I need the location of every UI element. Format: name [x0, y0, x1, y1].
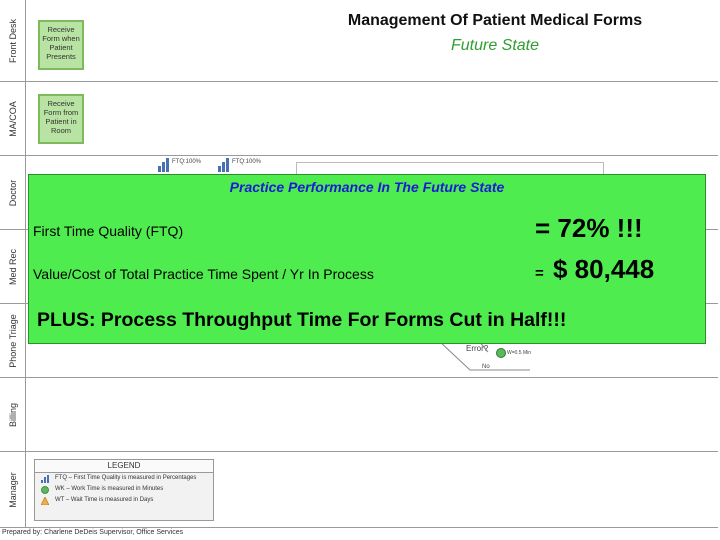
legend: LEGEND FTQ – First Time Quality is measu… — [34, 459, 214, 521]
ftq-bar-icon — [158, 158, 169, 172]
lane-phone-triage: Phone Triage — [0, 304, 718, 378]
lane-label: Doctor — [0, 156, 26, 229]
legend-title: LEGEND — [35, 460, 213, 473]
lane-label: Front Desk — [0, 0, 26, 81]
cost-equals: = — [535, 265, 544, 282]
process-box-outline — [296, 162, 604, 176]
legend-item-work-time: WK – Work Time is measured in Minutes — [35, 484, 213, 495]
page-title: Management Of Patient Medical Forms — [347, 12, 643, 29]
lane-label: Manager — [0, 452, 26, 527]
ftq-bar-icon — [218, 158, 229, 172]
work-time-icon — [41, 486, 49, 494]
legend-text: WK – Work Time is measured in Minutes — [55, 486, 164, 492]
decision-label: Error? — [466, 344, 489, 353]
cost-label: Value/Cost of Total Practice Time Spent … — [33, 266, 374, 282]
legend-item-ftq: FTQ – First Time Quality is measured in … — [35, 473, 213, 484]
lane-ma-coa: MA/COA — [0, 82, 718, 156]
ftq-label: First Time Quality (FTQ) — [33, 223, 184, 239]
process-box-receive-form-room: Receive Form from Patient in Room — [38, 94, 84, 144]
cost-value: $ 80,448 — [553, 254, 655, 284]
prepared-by-footer: Prepared by: Charlene DeDeis Supervisor,… — [2, 529, 184, 536]
legend-text: FTQ – First Time Quality is measured in … — [55, 475, 197, 481]
legend-text: WT – Wait Time is measured in Days — [55, 497, 154, 503]
page-subtitle: Future State — [450, 37, 540, 54]
throughput-statement: PLUS: Process Throughput Time For Forms … — [37, 309, 567, 331]
work-time-icon — [496, 348, 506, 358]
ftq-label-2: FTQ:100% — [232, 159, 262, 165]
lane-billing: Billing — [0, 378, 718, 452]
lane-label: Phone Triage — [0, 304, 26, 377]
panel-title: Practice Performance In The Future State — [229, 179, 505, 195]
wait-time-icon — [41, 497, 49, 505]
lane-front-desk: Front Desk — [0, 0, 718, 82]
legend-item-wait-time: WT – Wait Time is measured in Days — [35, 495, 213, 506]
lane-label: Billing — [0, 378, 26, 451]
wt-label: W=0.5 Min — [507, 350, 532, 356]
performance-summary-panel: Practice Performance In The Future State… — [28, 174, 706, 344]
ftq-icon — [41, 475, 49, 483]
ftq-value: = 72% !!! — [535, 213, 643, 243]
lane-manager: Manager — [0, 452, 718, 528]
ftq-label-1: FTQ:100% — [172, 159, 202, 165]
no-label: No — [482, 364, 490, 370]
lane-label: MA/COA — [0, 82, 26, 155]
lane-label: Med Rec — [0, 230, 26, 303]
process-box-receive-form-front-desk: Receive Form when Patient Presents — [38, 20, 84, 70]
